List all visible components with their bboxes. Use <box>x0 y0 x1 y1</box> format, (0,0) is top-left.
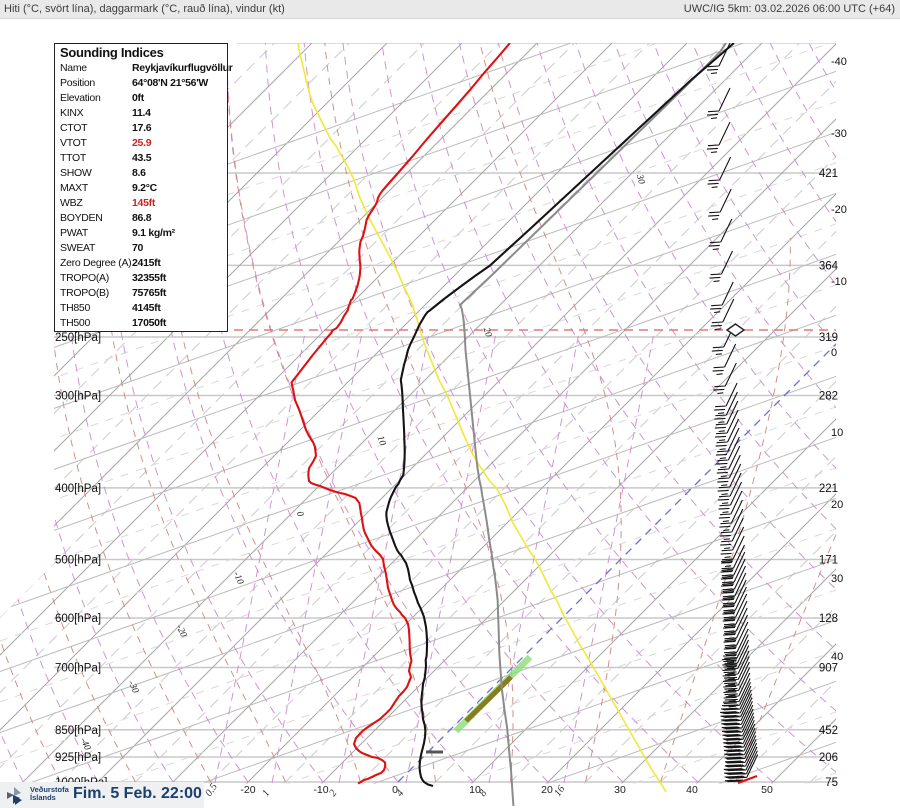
svg-text:500[hPa]: 500[hPa] <box>55 554 101 566</box>
svg-text:-30: -30 <box>126 679 140 695</box>
svg-text:10: 10 <box>831 427 843 439</box>
svg-text:20: 20 <box>831 499 843 511</box>
svg-text:-20: -20 <box>831 204 847 216</box>
svg-text:364: 364 <box>819 260 839 272</box>
svg-text:50: 50 <box>761 784 773 796</box>
svg-text:319: 319 <box>819 332 838 344</box>
svg-text:10: 10 <box>469 784 481 796</box>
svg-text:40: 40 <box>686 784 698 796</box>
svg-text:300[hPa]: 300[hPa] <box>55 391 101 403</box>
svg-text:-10: -10 <box>831 276 847 288</box>
svg-text:-30: -30 <box>831 128 847 140</box>
svg-text:-40: -40 <box>78 736 92 752</box>
svg-text:0: 0 <box>392 784 398 796</box>
svg-text:600[hPa]: 600[hPa] <box>55 613 101 625</box>
svg-text:-10: -10 <box>313 784 328 796</box>
svg-text:128: 128 <box>819 613 838 625</box>
svg-text:0: 0 <box>294 510 305 518</box>
svg-text:907: 907 <box>819 663 838 675</box>
svg-text:-20: -20 <box>174 623 188 639</box>
svg-text:20: 20 <box>481 326 494 338</box>
svg-text:700[hPa]: 700[hPa] <box>55 663 101 675</box>
svg-text:0.5: 0.5 <box>203 782 220 799</box>
svg-text:250[hPa]: 250[hPa] <box>55 332 101 344</box>
svg-text:452: 452 <box>819 725 838 737</box>
svg-text:-20: -20 <box>240 784 255 796</box>
svg-text:850[hPa]: 850[hPa] <box>55 725 101 737</box>
svg-text:206: 206 <box>819 752 838 764</box>
svg-text:4: 4 <box>394 787 406 798</box>
svg-text:30: 30 <box>831 573 843 585</box>
svg-text:20: 20 <box>541 784 553 796</box>
svg-text:30: 30 <box>634 173 647 186</box>
svg-text:40: 40 <box>831 651 843 663</box>
svg-text:282: 282 <box>819 391 838 403</box>
svg-text:925[hPa]: 925[hPa] <box>55 752 101 764</box>
svg-text:-10: -10 <box>231 570 245 586</box>
svg-text:1: 1 <box>260 788 272 799</box>
svg-text:30: 30 <box>614 784 626 796</box>
svg-text:421: 421 <box>819 168 838 180</box>
svg-text:75: 75 <box>825 777 838 789</box>
svg-text:-40: -40 <box>831 56 847 68</box>
svg-text:400[hPa]: 400[hPa] <box>55 483 101 495</box>
svg-text:2: 2 <box>327 787 339 798</box>
svg-text:221: 221 <box>819 483 838 495</box>
svg-text:0: 0 <box>831 347 837 359</box>
svg-text:171: 171 <box>819 554 838 566</box>
svg-text:16: 16 <box>552 783 567 799</box>
svg-text:8: 8 <box>477 787 489 798</box>
svg-text:10: 10 <box>375 435 388 448</box>
